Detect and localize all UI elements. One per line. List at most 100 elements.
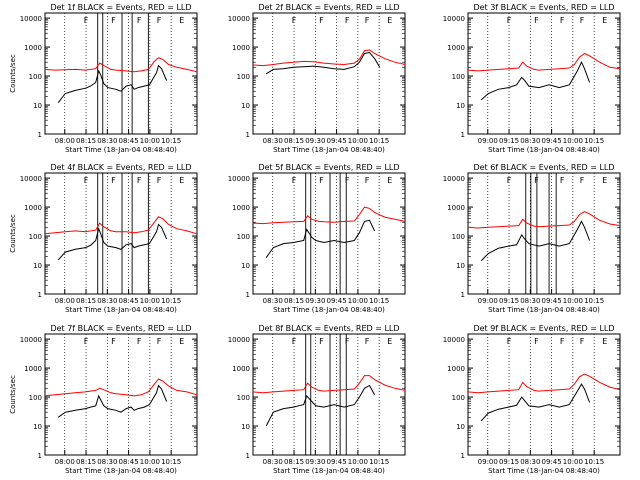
panel-title: Det 3f BLACK = Events, RED = LLD: [473, 3, 614, 12]
plot-frame: [252, 172, 406, 295]
plot-frame: [44, 12, 198, 135]
detector-panel: Det 9f BLACK = Events, RED = LLD 1 10 100 10…: [443, 324, 621, 475]
x-axis-label: Start Time (18-Jan-04 08:48:40): [273, 146, 385, 154]
y-tick-label: 100: [452, 233, 465, 241]
detector-panel: Det 4f BLACK = Events, RED = LLD 1 10 100 10…: [9, 163, 198, 314]
marker-label: F: [157, 337, 162, 346]
y-tick-label: 10: [241, 102, 250, 110]
y-tick-label: 10000: [443, 336, 465, 344]
x-tick-label: 09:00: [478, 297, 498, 305]
x-axis-label: Start Time (18-Jan-04 08:48:40): [488, 467, 600, 475]
plot-frame: [44, 172, 198, 295]
panel-title: Det 5f BLACK = Events, RED = LLD: [258, 163, 399, 172]
x-tick-label: 10:15: [369, 297, 389, 305]
y-tick-label: 100: [29, 73, 42, 81]
detector-panel: Det 7f BLACK = Events, RED = LLD 1 10 100 10…: [9, 324, 198, 475]
x-tick-label: 10:00: [140, 297, 160, 305]
x-tick-label: 10:00: [348, 297, 368, 305]
x-tick-label: 09:00: [478, 458, 498, 466]
marker-label: F: [111, 16, 116, 25]
marker-label: F: [319, 176, 324, 185]
marker-label: F: [292, 16, 297, 25]
y-tick-label: 10000: [20, 336, 42, 344]
marker-label: F: [319, 337, 324, 346]
marker-label: F: [319, 16, 324, 25]
y-tick-label: 10000: [443, 175, 465, 183]
marker-label: E: [387, 337, 392, 346]
x-tick-label: 08:00: [55, 137, 75, 145]
panel-title: Det 7f BLACK = Events, RED = LLD: [50, 324, 191, 333]
y-tick-label: 10: [33, 262, 42, 270]
x-tick-label: 08:30: [263, 297, 283, 305]
y-tick-label: 1000: [232, 204, 250, 212]
x-tick-label: 08:45: [119, 297, 139, 305]
y-tick-label: 100: [452, 394, 465, 402]
plot-frame: [467, 333, 621, 456]
y-tick-label: 10: [241, 423, 250, 431]
series-events-line: [480, 61, 591, 101]
x-tick-label: 09:45: [327, 458, 347, 466]
y-tick-label: 100: [452, 73, 465, 81]
y-tick-label: 1000: [232, 365, 250, 373]
y-tick-label: 1000: [24, 365, 42, 373]
x-tick-label: 08:15: [284, 137, 304, 145]
x-axis-label: Start Time (18-Jan-04 08:48:40): [488, 306, 600, 314]
detector-panel: Det 8f BLACK = Events, RED = LLD 1 10 100 10…: [228, 324, 406, 475]
x-tick-label: 08:30: [263, 458, 283, 466]
marker-label: F: [345, 176, 350, 185]
marker-label: E: [602, 16, 607, 25]
y-tick-label: 10000: [228, 336, 250, 344]
x-axis-label: Start Time (18-Jan-04 08:48:40): [273, 467, 385, 475]
x-tick-label: 10:15: [161, 458, 181, 466]
series-events-line: [57, 64, 168, 104]
x-tick-label: 08:30: [520, 297, 540, 305]
x-axis-label: Start Time (18-Jan-04 08:48:40): [65, 146, 177, 154]
y-tick-label: 1000: [447, 44, 465, 52]
y-tick-label: 10000: [443, 15, 465, 23]
plot-frame: [467, 172, 621, 295]
detector-panel: Det 6f BLACK = Events, RED = LLD 1 10 100 10…: [443, 163, 621, 314]
x-tick-label: 09:30: [305, 137, 325, 145]
detector-panel: Det 2f BLACK = Events, RED = LLD 1 10 100 10…: [228, 3, 406, 154]
x-tick-label: 09:30: [305, 297, 325, 305]
y-tick-label: 1: [461, 291, 465, 299]
x-tick-label: 09:15: [499, 297, 519, 305]
y-axis-label: Counts/sec: [9, 375, 17, 414]
x-tick-label: 08:30: [263, 137, 283, 145]
marker-label: F: [292, 337, 297, 346]
marker-label: F: [534, 176, 539, 185]
marker-label: F: [560, 16, 565, 25]
y-tick-label: 100: [237, 73, 250, 81]
x-tick-label: 08:15: [76, 297, 96, 305]
marker-label: E: [179, 337, 184, 346]
marker-label: F: [365, 176, 370, 185]
x-tick-label: 10:00: [140, 137, 160, 145]
y-axis-label: Counts/sec: [9, 214, 17, 253]
series-lld-line: [467, 373, 621, 394]
y-tick-label: 10000: [228, 175, 250, 183]
x-tick-label: 10:15: [369, 458, 389, 466]
panel-title: Det 4f BLACK = Events, RED = LLD: [50, 163, 191, 172]
series-lld-line: [44, 216, 198, 235]
marker-label: F: [507, 176, 512, 185]
x-tick-label: 10:15: [584, 137, 604, 145]
marker-label: F: [345, 337, 350, 346]
series-events-line: [265, 51, 381, 75]
marker-label: F: [534, 16, 539, 25]
y-axis-label: Counts/sec: [9, 54, 17, 93]
x-tick-label: 10:00: [140, 458, 160, 466]
x-tick-label: 08:30: [97, 137, 117, 145]
x-tick-label: 08:45: [119, 137, 139, 145]
marker-label: F: [157, 16, 162, 25]
x-tick-label: 10:00: [348, 137, 368, 145]
panel-title: Det 2f BLACK = Events, RED = LLD: [258, 3, 399, 12]
marker-label: F: [84, 176, 89, 185]
x-tick-label: 09:45: [542, 137, 562, 145]
series-events-line: [57, 384, 168, 418]
y-tick-label: 1000: [447, 204, 465, 212]
x-tick-label: 09:15: [499, 137, 519, 145]
y-tick-label: 1: [38, 131, 42, 139]
y-tick-label: 10: [241, 262, 250, 270]
series-lld-line: [44, 378, 198, 397]
y-tick-label: 10000: [20, 15, 42, 23]
